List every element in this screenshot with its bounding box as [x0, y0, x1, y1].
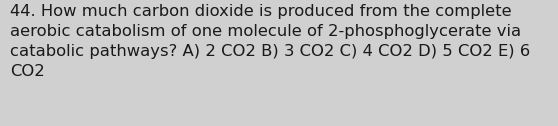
- Text: 44. How much carbon dioxide is produced from the complete
aerobic catabolism of : 44. How much carbon dioxide is produced …: [10, 4, 530, 79]
